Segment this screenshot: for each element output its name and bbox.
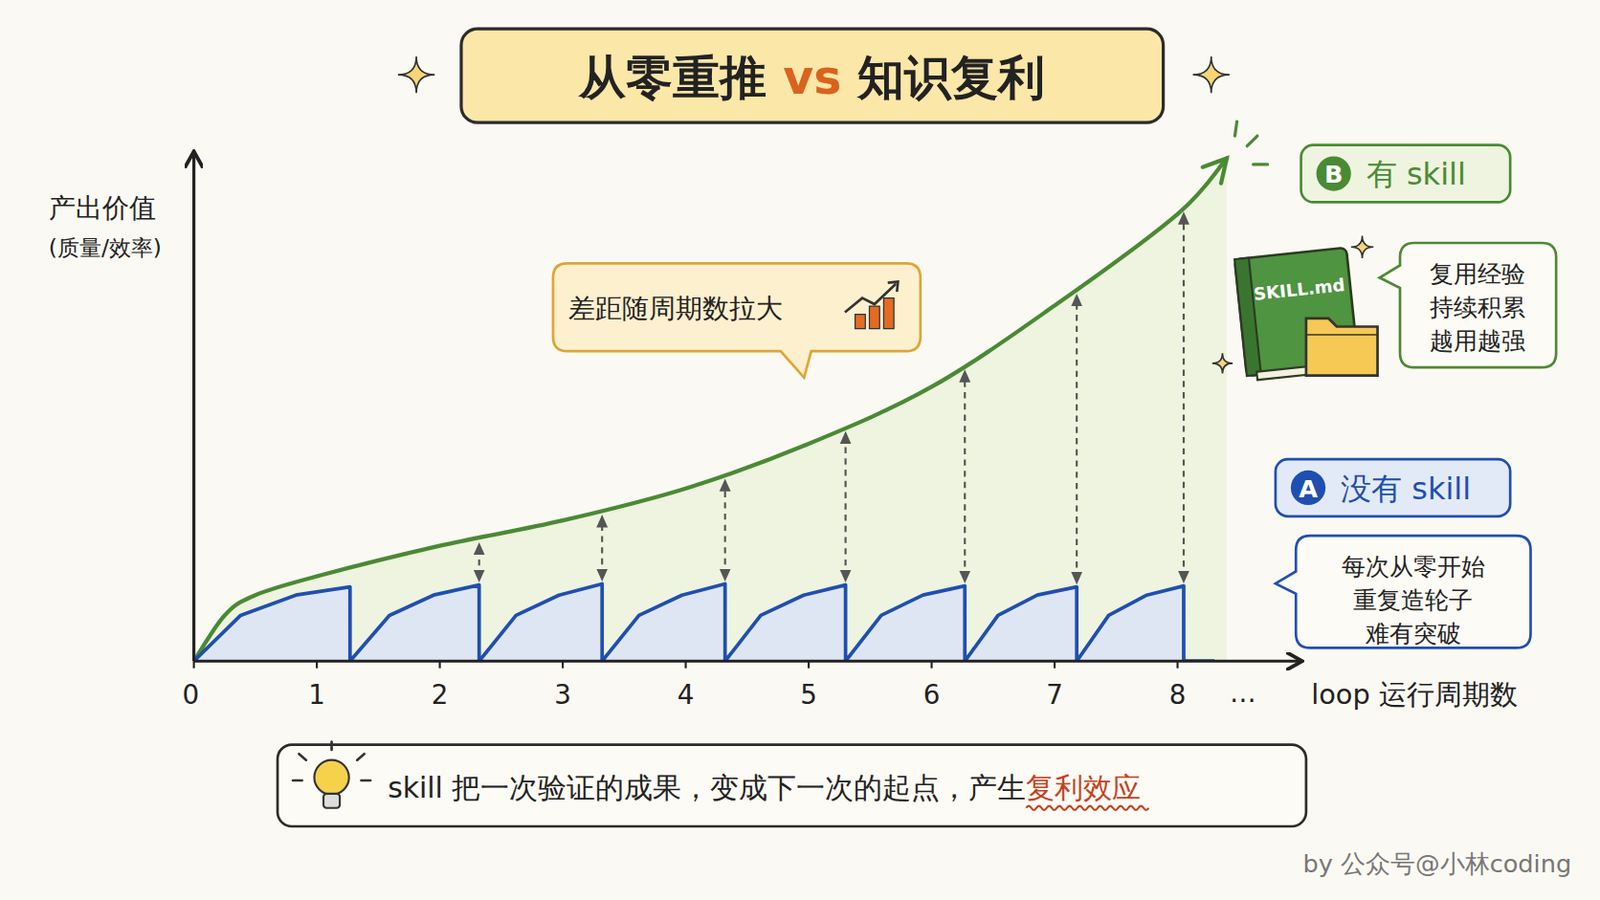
y-axis <box>192 153 196 662</box>
note-line: 每次从零开始 <box>1341 553 1486 581</box>
annotation: 差距随周期数拉大 <box>568 292 783 325</box>
credit: by 公众号@小林coding <box>1303 849 1573 879</box>
legend-label: 没有 skill <box>1340 470 1471 508</box>
bulb-rays <box>292 741 371 781</box>
x-tick-label: 8 <box>1169 679 1187 712</box>
x-tick-label: 5 <box>800 679 818 712</box>
y-axis-label: 产出价值 <box>48 192 156 224</box>
gap-arrow <box>844 437 847 578</box>
x-tick <box>807 661 810 668</box>
chart: 从零重推 vs 知识复利 0 1 2 3 4 5 6 7 8 … loop 运行周期数 产出价值 (质量/… <box>0 0 1600 900</box>
note-bubble <box>1275 535 1532 648</box>
gap-arrow <box>724 484 727 577</box>
title-box <box>461 28 1164 123</box>
note-line: 越用越强 <box>1429 327 1526 356</box>
title-part: 从零重推 <box>577 49 767 106</box>
x-tick <box>1053 661 1056 668</box>
sparkle <box>1212 353 1233 374</box>
folder-icon <box>1306 318 1378 377</box>
note-box <box>277 745 1307 827</box>
area-with-skill <box>194 158 1227 663</box>
book-spine <box>1234 258 1262 378</box>
title-part: vs <box>766 49 858 106</box>
x-tick <box>315 661 318 668</box>
x-tick-label: 3 <box>554 679 572 712</box>
x-tick <box>439 661 442 668</box>
sparkle <box>1351 236 1374 259</box>
x-more: … <box>1229 677 1257 710</box>
x-tick-label: 1 <box>308 679 326 712</box>
y-axis-sublabel: (质量/效率) <box>48 234 162 262</box>
legend-badge <box>1316 155 1352 191</box>
gap-arrow <box>600 520 603 577</box>
note-line: 持续积累 <box>1429 293 1526 322</box>
x-axis <box>194 660 1301 664</box>
sparkle <box>398 56 435 93</box>
legend-badge <box>1290 470 1326 506</box>
x-tick <box>685 661 688 668</box>
title: 从零重推 vs 知识复利 <box>577 49 1045 106</box>
note-text: skill 把一次验证的成果，变成下一次的起点，产生复利效应 <box>387 771 1141 805</box>
plot-area <box>194 158 1227 663</box>
note-line: 难有突破 <box>1364 620 1462 648</box>
gap-arrow <box>478 548 481 578</box>
icon-trend <box>844 284 896 313</box>
book-label: SKILL.md <box>1252 274 1346 305</box>
gap-arrow <box>1075 299 1078 579</box>
x-tick-label: 2 <box>431 679 449 712</box>
bulb <box>313 760 349 796</box>
sparkle <box>1193 56 1230 93</box>
folder-line <box>1306 333 1378 336</box>
legend-box <box>1301 145 1512 203</box>
area-without-skill <box>194 584 1215 663</box>
note-highlight: 复利效应 <box>1025 771 1141 805</box>
x-tick-label: 6 <box>923 679 941 712</box>
note-bubble <box>1379 243 1556 368</box>
gap-arrow <box>1182 217 1185 578</box>
line-arrowhead <box>1202 158 1227 184</box>
note-part: skill 把一次验证的成果，变成下一次的起点，产生 <box>387 771 1026 805</box>
note-line: 复用经验 <box>1429 260 1526 289</box>
bulb-base <box>323 794 340 809</box>
line-without-skill <box>194 584 1215 663</box>
icon-bar <box>855 314 867 330</box>
x-tick-label: 0 <box>182 679 200 712</box>
wavy-underline <box>1025 806 1149 811</box>
x-tick <box>561 661 564 668</box>
icon-bar <box>869 306 881 329</box>
title-part: 知识复利 <box>856 49 1045 106</box>
icon-trend-head <box>888 282 899 293</box>
gap-arrow <box>963 375 966 578</box>
icon-bar <box>883 298 894 330</box>
legend-box <box>1275 459 1511 517</box>
x-tick <box>1176 661 1178 668</box>
x-tick-label: 4 <box>677 679 695 712</box>
legend-badge-letter: B <box>1324 159 1344 189</box>
x-tick <box>930 661 933 668</box>
annotation-bubble <box>553 263 921 378</box>
legend-label: 有 skill <box>1366 155 1467 193</box>
x-tick <box>193 661 196 668</box>
x-axis-label: loop 运行周期数 <box>1311 678 1518 712</box>
x-tick-label: 7 <box>1045 679 1064 712</box>
legend-badge-letter: A <box>1298 474 1318 504</box>
line-with-skill <box>194 158 1227 663</box>
background <box>0 0 1600 900</box>
note-line: 重复造轮子 <box>1353 586 1473 615</box>
spark-lines <box>1234 121 1267 165</box>
